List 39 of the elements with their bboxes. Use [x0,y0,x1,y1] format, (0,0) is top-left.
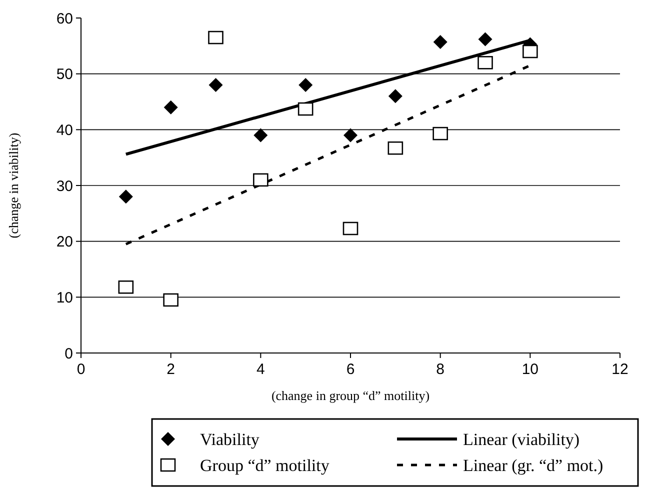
x-tick-label: 6 [346,361,355,378]
legend-label: Linear (viability) [463,430,580,449]
point [253,173,268,187]
point [433,35,448,50]
x-axis-title: (change in group “d” motility) [271,388,430,403]
point [208,30,224,44]
point [164,100,178,114]
point [163,293,178,307]
point [342,222,358,236]
y-tick-label: 0 [64,345,73,362]
legend-label: Viability [200,430,260,449]
y-tick-label: 30 [56,178,73,195]
point [388,89,402,104]
point [118,280,134,294]
x-tick-label: 2 [166,361,176,378]
y-tick-label: 20 [56,234,73,251]
y-tick-label: 40 [56,122,73,139]
x-tick-label: 10 [522,361,539,378]
legend-label: Group “d” motility [200,456,330,475]
point [254,128,268,142]
point [118,190,133,204]
point [522,44,538,58]
point [478,56,493,70]
y-axis-title: (change in viability) [6,132,21,238]
x-tick-label: 0 [76,361,86,378]
x-tick-label: 4 [256,361,265,378]
y-tick-label: 60 [56,10,73,28]
y-tick-label: 10 [56,289,73,306]
x-tick-label: 8 [436,361,445,378]
point [432,126,448,140]
point [478,32,492,46]
point [208,78,223,92]
point [388,141,404,155]
y-tick-label: 50 [56,66,73,84]
point [344,128,358,142]
x-tick-label: 12 [612,361,628,378]
legend-label: Linear (gr. “d” mot.) [463,456,604,475]
point [298,102,314,116]
point [298,78,313,92]
